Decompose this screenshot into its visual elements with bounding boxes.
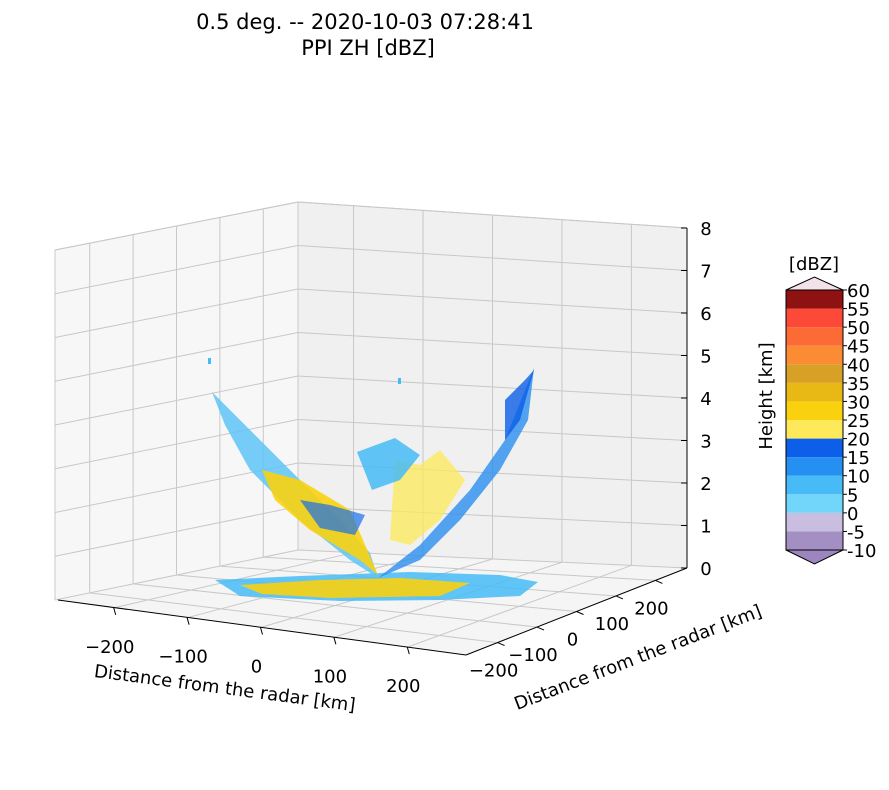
y-gridline xyxy=(133,583,538,628)
colorbar-band xyxy=(786,327,843,346)
z-gridline-back xyxy=(297,245,688,271)
x-axis-line xyxy=(57,599,467,656)
floor-left-edge xyxy=(54,549,299,601)
colorbar-band xyxy=(786,475,843,495)
colorbar-band xyxy=(786,364,843,383)
colorbar-tick-label: 35 xyxy=(847,374,870,395)
colorbar-tick-label: 45 xyxy=(847,337,870,358)
y-tick-mark xyxy=(536,626,545,631)
floor-pane xyxy=(55,550,687,655)
colorbar-tick-label: 20 xyxy=(847,430,870,451)
colorbar-label: [dBZ] xyxy=(789,254,839,275)
x-tick-label: −200 xyxy=(85,637,134,658)
z-tick-label: 8 xyxy=(700,219,711,240)
back-top-edge xyxy=(297,201,688,229)
z-tick-label: 6 xyxy=(700,304,711,325)
y-tick-label: 100 xyxy=(595,614,629,635)
z-gridline-back xyxy=(297,332,688,356)
z-tick-label: 3 xyxy=(700,432,711,453)
y-tick-label: 200 xyxy=(634,598,668,619)
colorbar-band xyxy=(786,420,843,439)
z-gridline-back xyxy=(297,506,688,526)
colorbar-tick-label: -10 xyxy=(847,541,876,562)
cone-back-patch xyxy=(357,438,420,490)
y-tick-label: −100 xyxy=(508,645,557,666)
floor-scan-core xyxy=(240,578,470,598)
chart-title: 0.5 deg. -- 2020-10-03 07:28:41 xyxy=(196,10,534,34)
x-tick-label: 100 xyxy=(313,666,347,687)
z-tick-label: 4 xyxy=(700,389,711,410)
z-gridline-left xyxy=(54,506,299,557)
colorbar-band xyxy=(786,308,843,328)
cone-right-edge xyxy=(505,370,534,440)
y-tick-mark xyxy=(655,579,663,584)
z-gridline-left xyxy=(54,288,299,338)
colorbar-band xyxy=(786,512,843,532)
x-tick-mark xyxy=(113,607,117,615)
colorbar-band xyxy=(786,382,843,402)
y-tick-label: −200 xyxy=(469,661,518,682)
colorbar-tick-label: -5 xyxy=(847,522,865,543)
x-tick-mark xyxy=(260,627,263,635)
x-tick-mark xyxy=(333,637,337,645)
x-tick-mark xyxy=(406,647,410,655)
z-tick-label: 5 xyxy=(700,347,711,368)
cone-left-band xyxy=(300,500,365,535)
colorbar-band xyxy=(786,290,843,309)
x-tick-label: −100 xyxy=(158,647,207,668)
colorbar-tick-label: 40 xyxy=(847,355,870,376)
y-gridline xyxy=(263,556,656,581)
echo-speck-left xyxy=(208,358,211,364)
z-gridline-left xyxy=(54,332,299,382)
cone-right-core xyxy=(390,450,465,545)
reflectivity-surface xyxy=(208,358,538,601)
z-tick-label: 2 xyxy=(700,474,711,495)
z-axis-label: Height [km] xyxy=(756,342,777,449)
y-tick-mark xyxy=(576,611,584,615)
x-tick-label: 200 xyxy=(386,676,420,697)
echo-speck-top xyxy=(398,378,401,384)
z-tick-label: 0 xyxy=(700,559,711,580)
colorbar-under-triangle xyxy=(785,549,844,565)
y-gridline xyxy=(89,592,498,644)
colorbar-band xyxy=(786,401,843,420)
x-tick-label: 0 xyxy=(251,657,262,678)
z-tick-label: 7 xyxy=(700,262,711,283)
z-gridline-left xyxy=(54,245,299,295)
colorbar-band xyxy=(786,345,843,365)
colorbar-band xyxy=(786,457,843,476)
colorbar-tick-label: 55 xyxy=(847,300,870,321)
colorbar-over-triangle xyxy=(785,276,844,291)
colorbar-band xyxy=(786,531,843,550)
colorbar-tick-label: 30 xyxy=(847,392,870,413)
y-tick-mark xyxy=(497,642,505,647)
colorbar-tick-label: 15 xyxy=(847,448,870,469)
colorbar-tick-label: 60 xyxy=(847,281,870,302)
left-top-edge xyxy=(54,201,299,251)
x-tick-mark xyxy=(186,617,190,625)
z-gridline-back xyxy=(297,288,688,314)
z-gridline-back xyxy=(297,419,688,441)
z-gridline-back xyxy=(297,375,688,399)
z-tick-label: 1 xyxy=(700,517,711,538)
y-tick-label: 0 xyxy=(567,630,578,651)
colorbar-tick-label: 25 xyxy=(847,411,870,432)
colorbar-tick-label: 10 xyxy=(847,467,870,488)
chart-subtitle: PPI ZH [dBZ] xyxy=(301,36,435,60)
z-gridline-left xyxy=(54,419,299,470)
colorbar-tick-label: 50 xyxy=(847,318,870,339)
colorbar-tick-label: 0 xyxy=(847,504,858,525)
colorbar-tick-label: 5 xyxy=(847,485,858,506)
y-tick-mark xyxy=(615,595,624,600)
colorbar-band xyxy=(786,438,843,458)
colorbar-band xyxy=(786,494,843,513)
z-gridline-left xyxy=(54,375,299,426)
